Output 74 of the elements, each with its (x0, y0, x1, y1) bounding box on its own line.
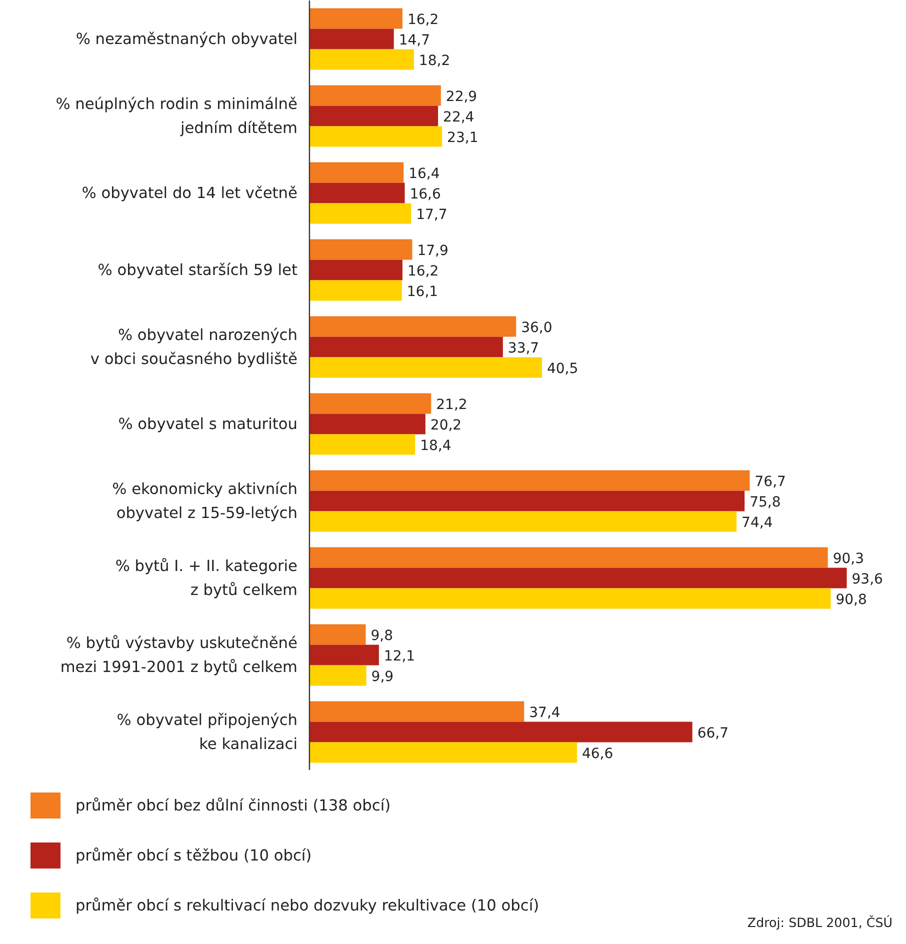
bar (309, 239, 412, 260)
legend-label: průměr obcí bez důlní činnosti (138 obcí) (76, 796, 391, 814)
data-label: 22,9 (446, 88, 478, 105)
bar (309, 162, 404, 183)
text: Zdroj: SDBL 2001, ČSÚ (747, 915, 893, 930)
data-label: 14,7 (398, 32, 430, 48)
data-label: 16,2 (407, 12, 439, 28)
y-tick-label: % obyvatel připojených ke kanalizaci (116, 710, 298, 754)
data-label: 12,1 (384, 648, 416, 664)
bar (309, 203, 412, 224)
bar (309, 414, 426, 434)
data-label: 17,9 (417, 242, 448, 259)
data-label: 16,2 (407, 264, 439, 280)
data-label: 17,7 (416, 207, 448, 224)
data-label: 90,3 (832, 550, 864, 567)
bar (309, 568, 847, 588)
data-label: 9,9 (371, 669, 394, 686)
y-tick-label: % obyvatel do 14 let včetně (82, 184, 298, 202)
data-label: 16,4 (408, 166, 440, 182)
y-tick-label: % nezaměstnaných obyvatel (76, 30, 298, 48)
data-label: 66,7 (697, 726, 729, 742)
data-label: 93,6 (852, 572, 884, 588)
data-label: 16,1 (406, 284, 438, 300)
data-label: 90,8 (836, 592, 867, 608)
data-label: 16,6 (410, 186, 442, 202)
bar (309, 742, 577, 763)
bar (309, 49, 414, 70)
bar (309, 665, 366, 686)
legend-label: průměr obcí s těžbou (10 obcí) (76, 846, 312, 864)
data-label: 75,8 (750, 494, 781, 510)
data-label: 46,6 (582, 746, 614, 762)
bar (309, 316, 516, 337)
bar (309, 393, 432, 414)
y-tick-label: % ekonomicky aktivních obyvatel z 15-59-letých (112, 480, 298, 522)
legend-label: průměr obcí s rekultivací nebo dozvuky rekultivace (10 obcí) (76, 896, 540, 914)
bar (309, 8, 402, 29)
data-label: 40,5 (546, 361, 578, 378)
bar (309, 470, 750, 491)
bar (309, 85, 441, 106)
data-label: 18,2 (418, 53, 450, 70)
bar (309, 624, 366, 645)
bar (309, 28, 394, 50)
data-label: 21,2 (436, 396, 468, 413)
data-label: 18,4 (420, 438, 452, 454)
data-label: 33,7 (508, 340, 540, 356)
bar (309, 357, 542, 378)
bar (309, 260, 402, 280)
bar (309, 336, 503, 358)
data-label: 20,2 (430, 418, 462, 434)
data-label: 74,4 (742, 515, 773, 532)
y-tick-label: % obyvatel narozených v obci současného bydliště (90, 326, 298, 368)
data-label: 23,1 (447, 130, 478, 146)
data-label: 37,4 (529, 704, 560, 721)
bar (309, 588, 831, 609)
bar (309, 106, 438, 126)
y-tick-label: % neúplných rodin s minimálně jedním dítětem (56, 94, 298, 138)
y-tick-label: % obyvatel s maturitou (118, 415, 298, 433)
bar (309, 511, 737, 532)
data-label: 76,7 (754, 474, 786, 490)
bar (309, 701, 524, 722)
data-label: 22,4 (443, 110, 474, 126)
bar (309, 490, 745, 512)
bar (309, 434, 416, 455)
bar (309, 126, 442, 147)
y-tick-label: % obyvatel starších 59 let (98, 261, 298, 279)
data-label: 36,0 (521, 320, 552, 336)
bar (309, 644, 379, 666)
y-tick-label: % bytů I. + II. kategorie z bytů celkem (115, 556, 298, 600)
bar (309, 547, 828, 568)
bar (309, 182, 405, 204)
bar (309, 280, 402, 301)
data-label: 9,8 (370, 628, 393, 644)
y-tick-label: % bytů výstavby uskutečněné mezi 1991-2001 z bytů celkem (60, 634, 298, 676)
bar (309, 722, 692, 742)
